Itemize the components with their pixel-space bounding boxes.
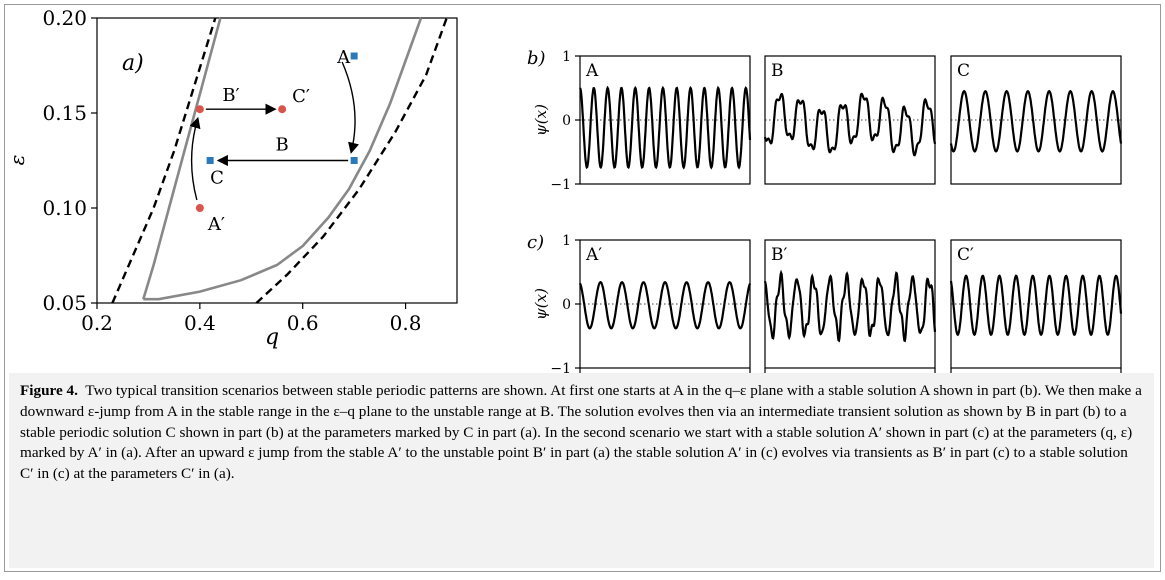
point-marker [206, 157, 214, 164]
point-label: A [336, 47, 351, 68]
boundary-right-dashed [255, 17, 448, 304]
caption-label: Figure 4. [20, 382, 78, 399]
psi-tick-label: 1 [562, 49, 571, 65]
panel-a-ytick-label: 0.15 [42, 101, 87, 125]
psi-curve [579, 85, 752, 170]
subpanel-c-1: A′10−1ψ(x)x1x2 [532, 233, 752, 375]
point-label: C [210, 168, 224, 189]
caption-background [9, 373, 1154, 568]
stability-left [142, 17, 222, 300]
panel-a-xtick-label: 0.4 [184, 311, 216, 335]
boundary-left-dashed [111, 17, 217, 304]
point-label: B [276, 135, 289, 156]
subpanel-label: B [771, 61, 784, 81]
panel-a-ytick-label: 0.05 [42, 291, 87, 315]
psi-tick-label: 1 [562, 233, 571, 249]
figure-graphic: 0.2 0.4 0.6 0.8 0.05 0.10 0.15 0.20 A B C A′ B′ C′ a… [5, 6, 1123, 375]
psi-axis-label: ψ(x) [532, 288, 550, 320]
subpanel-label: A′ [585, 245, 602, 265]
point-marker [350, 157, 358, 164]
panel-a-axes [96, 17, 458, 304]
point-label: B′ [222, 85, 239, 106]
subpanel-b-3: C [949, 55, 1123, 185]
psi-curve [763, 269, 937, 343]
subpanel-c-3: C′x1x2 [949, 239, 1123, 373]
arrow-Aprime-to-Bprime [189, 116, 201, 201]
psi-curve [763, 92, 937, 157]
panel-a: 0.2 0.4 0.6 0.8 0.05 0.10 0.15 0.20 A B C A′ B′ C′ a… [5, 6, 458, 350]
point-marker [278, 105, 287, 114]
point-label: A′ [207, 214, 225, 235]
row-b-label: b) [527, 48, 546, 69]
psi-tick-label: 0 [562, 113, 571, 129]
psi-curve [949, 89, 1123, 153]
arrow-A-to-B [341, 61, 359, 154]
panel-a-xlabel: q [265, 325, 279, 350]
point-marker [195, 105, 204, 114]
point-marker [350, 52, 358, 60]
panel-a-ylabel: ε [5, 155, 29, 166]
point-marker [195, 204, 204, 212]
figure-caption: Figure 4. Two typical transition scenari… [20, 381, 1145, 485]
panel-a-xtick-label: 0.2 [81, 311, 113, 335]
panel-a-xtick-label: 0.8 [390, 311, 422, 335]
caption-text: Two typical transition scenarios between… [20, 382, 1142, 483]
panel-a-ytick-label: 0.20 [42, 6, 87, 30]
subpanel-c-2: B′x1x2 [763, 239, 937, 373]
subpanel-label: B′ [771, 245, 787, 265]
subpanel-b-2: B [763, 55, 937, 185]
psi-tick-label: 0 [562, 297, 571, 313]
psi-tick-label: −1 [550, 361, 571, 375]
panel-a-label: a) [122, 51, 144, 76]
subpanel-label: A [585, 61, 599, 81]
psi-tick-label: −1 [550, 177, 571, 193]
row-c-label: c) [527, 232, 544, 253]
psi-axis-label: ψ(x) [532, 104, 550, 136]
stability-right [143, 17, 423, 301]
subpanel-label: C [957, 61, 970, 81]
subpanel-b-1: A1 0 −1 ψ(x) [532, 49, 752, 193]
psi-curve [949, 274, 1123, 337]
point-label: C′ [292, 86, 310, 107]
panel-a-xtick-label: 0.6 [287, 311, 319, 335]
panel-a-ytick-label: 0.10 [42, 196, 87, 220]
figure-frame [4, 4, 1161, 572]
psi-curve [578, 280, 752, 330]
subpanel-label: C′ [957, 245, 974, 265]
